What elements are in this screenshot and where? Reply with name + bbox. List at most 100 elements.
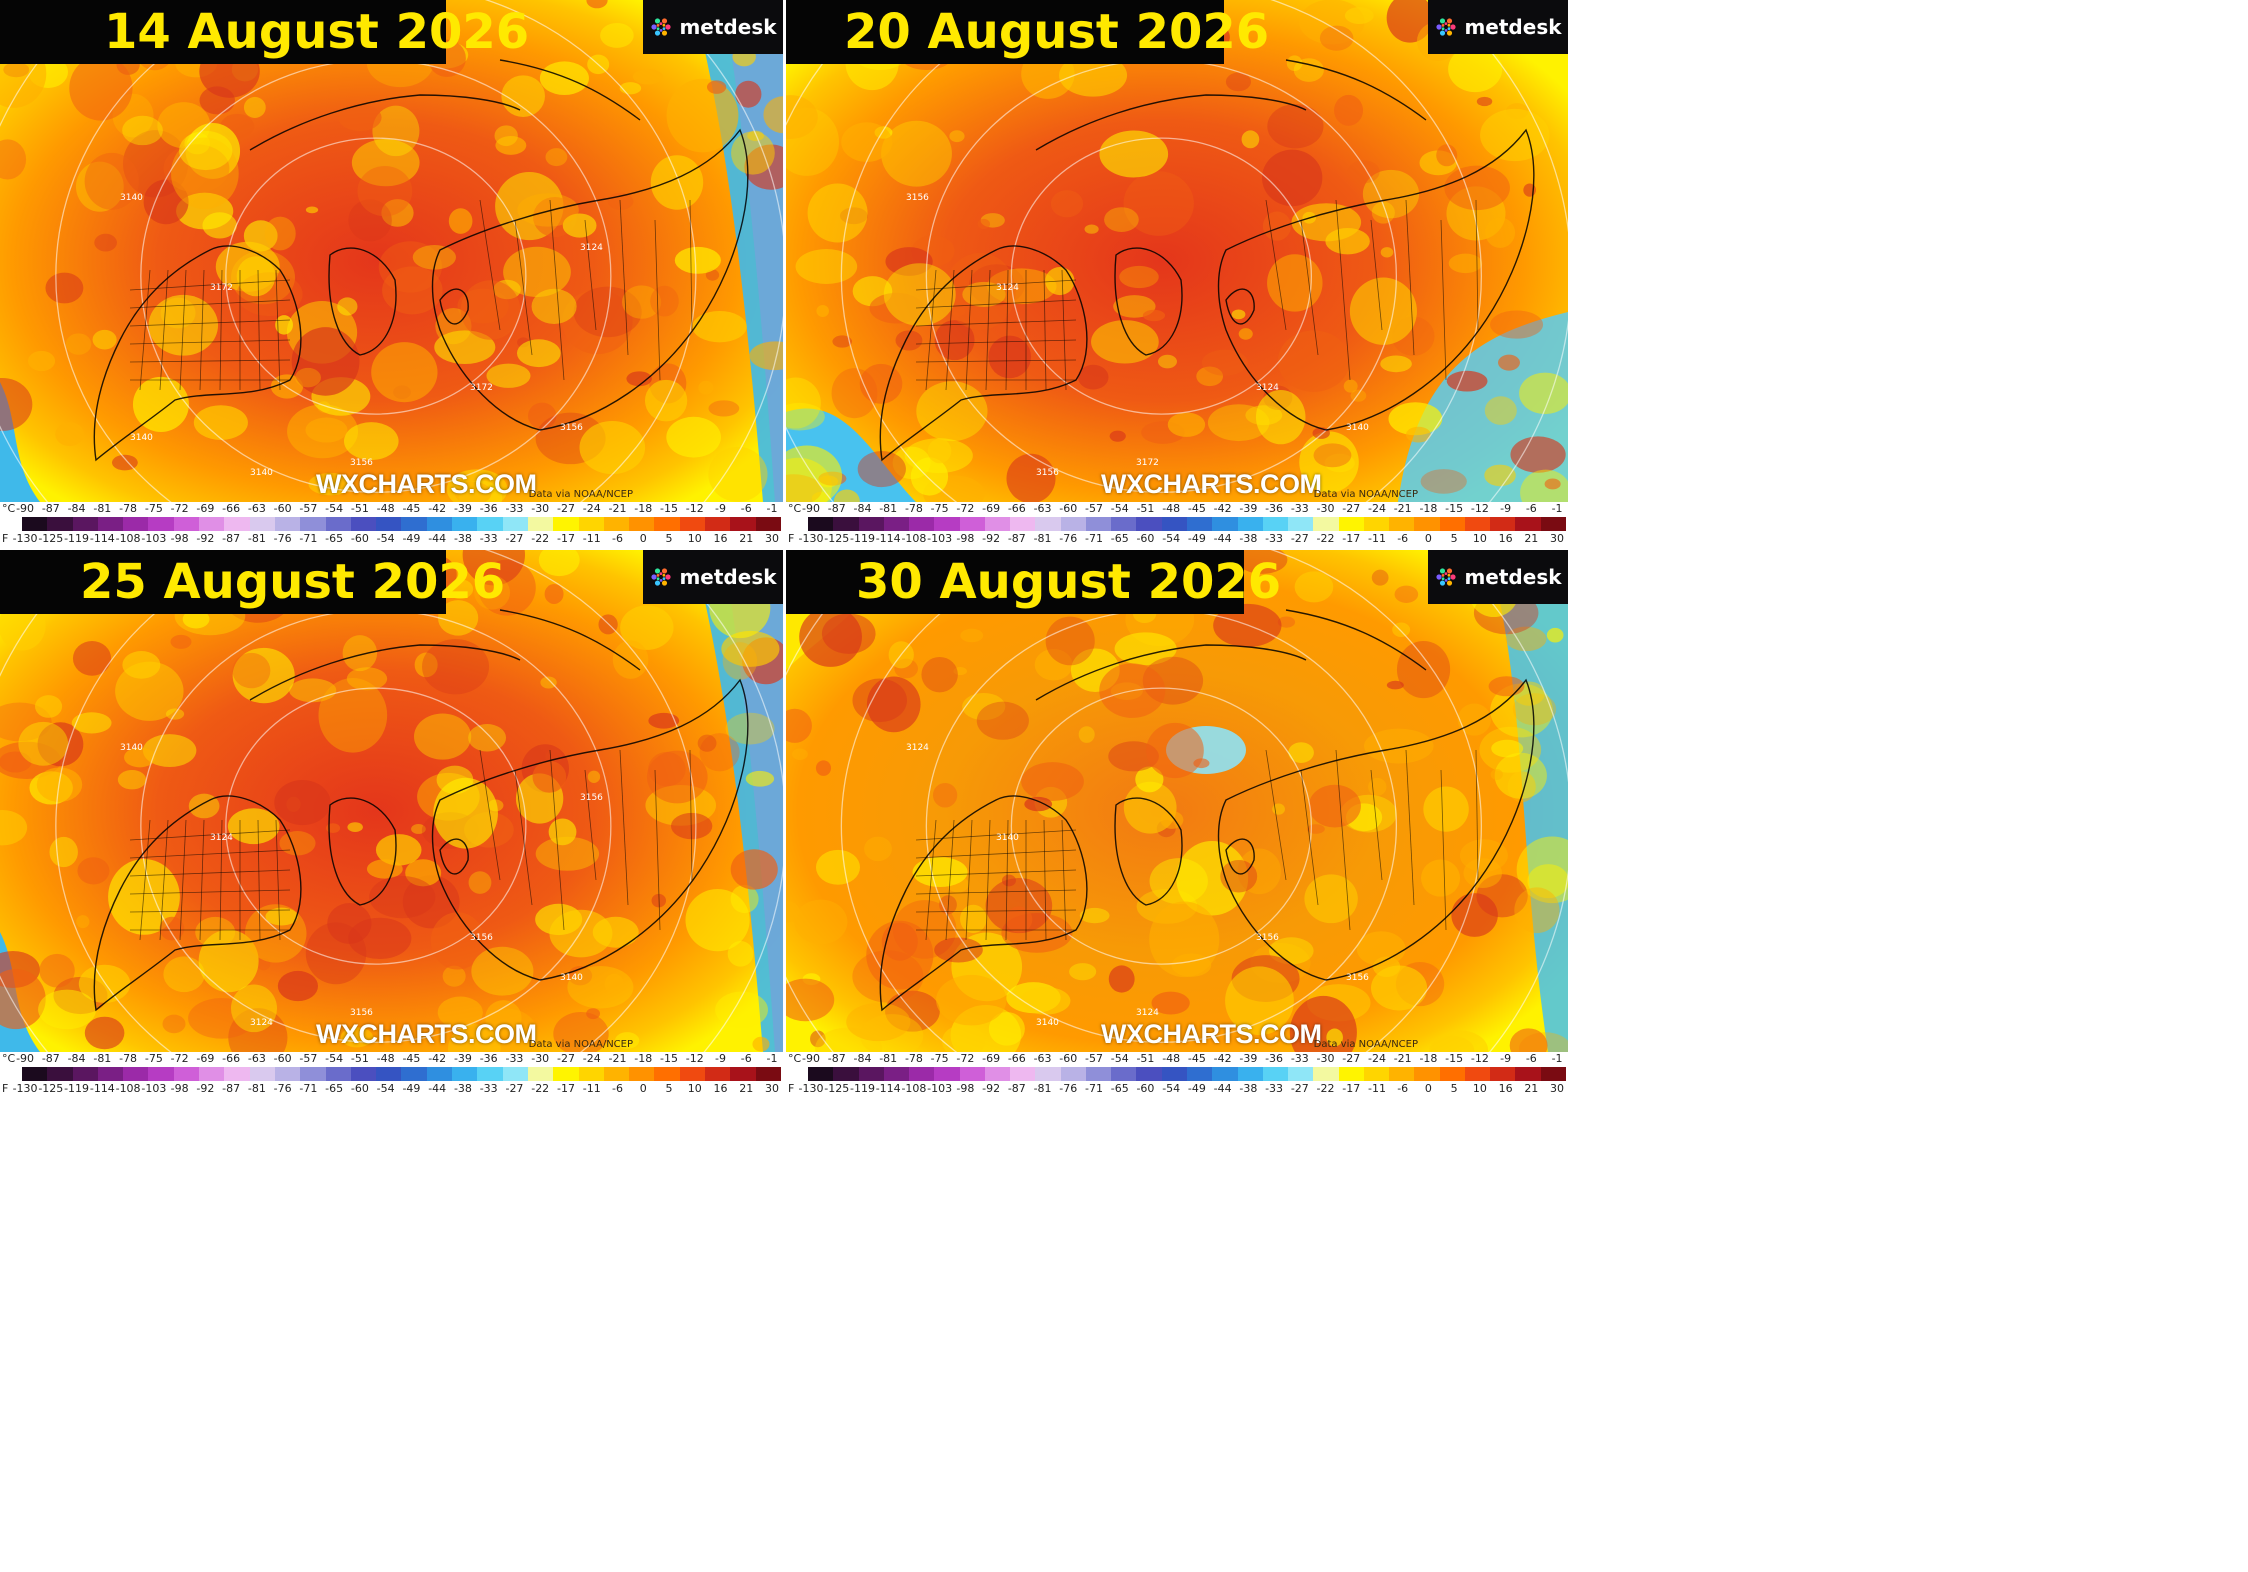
fahrenheit-tick: -17 (556, 532, 575, 545)
fahrenheit-tick: -125 (38, 1082, 64, 1095)
fahrenheit-tick: -92 (196, 1082, 215, 1095)
celsius-tick: -54 (325, 1052, 344, 1065)
celsius-unit: °C (2, 1052, 16, 1065)
color-swatch (1313, 1067, 1339, 1081)
fahrenheit-tick: -27 (1290, 532, 1309, 545)
color-swatch (1060, 517, 1086, 531)
contour-label: 3156 (350, 1008, 373, 1018)
celsius-tick: -45 (402, 1052, 421, 1065)
color-swatch (300, 517, 326, 531)
celsius-tick: -69 (196, 1052, 215, 1065)
metdesk-logo-icon (1436, 568, 1457, 586)
color-swatch (1414, 1067, 1440, 1081)
color-swatch (959, 1067, 985, 1081)
fahrenheit-tick: -76 (1059, 532, 1078, 545)
fahrenheit-tick: -6 (1397, 1082, 1409, 1095)
fahrenheit-tick: -125 (38, 532, 64, 545)
color-swatch (1136, 1067, 1162, 1081)
celsius-tick: -45 (1187, 502, 1206, 515)
celsius-tick: -45 (1187, 1052, 1206, 1065)
fahrenheit-tick: -71 (299, 1082, 318, 1095)
color-swatch (502, 1067, 528, 1081)
celsius-tick: -87 (41, 1052, 60, 1065)
color-swatch (1136, 517, 1162, 531)
fahrenheit-tick: 21 (739, 532, 754, 545)
celsius-tick: -90 (16, 502, 35, 515)
celsius-tick: -69 (196, 502, 215, 515)
color-swatch (249, 1067, 275, 1081)
contour-label: 3172 (1136, 458, 1159, 468)
wxcharts-watermark: WXCHARTS.COM (316, 1019, 537, 1049)
color-swatch (47, 517, 73, 531)
fahrenheit-tick: 10 (687, 532, 702, 545)
color-swatch (426, 517, 453, 531)
temperature-map-3: 3140 3156 3124 3156 3124 3140 3156 (0, 550, 783, 1052)
fahrenheit-tick: -130 (798, 532, 824, 545)
celsius-tick: -6 (740, 1052, 752, 1065)
fahrenheit-tick: -103 (141, 1082, 167, 1095)
contour-label: 3156 (906, 193, 929, 203)
celsius-tick: -54 (325, 502, 344, 515)
fahrenheit-tick: -44 (1213, 1082, 1232, 1095)
metdesk-logo: metdesk (643, 550, 783, 604)
color-swatch (527, 1067, 554, 1081)
fahrenheit-tick: 5 (1450, 1082, 1458, 1095)
celsius-tick: -63 (247, 502, 266, 515)
color-swatch (755, 1067, 781, 1081)
celsius-tick: -51 (1136, 1052, 1155, 1065)
temperature-map-1: 3140 3156 3172 3172 3140 3156 3124 3140 (0, 0, 783, 502)
celsius-unit: °C (788, 1052, 802, 1065)
logo-text: metdesk (1464, 565, 1562, 589)
celsius-tick: -57 (1085, 1052, 1103, 1065)
fahrenheit-tick: -76 (1059, 1082, 1078, 1095)
contour-label: 3124 (580, 243, 603, 253)
celsius-tick: -9 (1500, 502, 1512, 515)
celsius-unit: °C (788, 502, 802, 515)
fahrenheit-tick: -6 (1397, 532, 1409, 545)
logo-text: metdesk (679, 565, 777, 589)
temperature-legend: °C -90 -87 -84 -81 -78 -75 -72 -69 -66 -63 -60 -57 -5… (0, 502, 783, 546)
celsius-tick: -30 (1316, 1052, 1335, 1065)
color-swatch (1288, 1067, 1314, 1081)
fahrenheit-tick: -60 (350, 532, 369, 545)
metdesk-logo: metdesk (1428, 0, 1568, 54)
fahrenheit-tick: -54 (376, 532, 395, 545)
color-swatch (1161, 1067, 1187, 1081)
celsius-tick: -72 (170, 502, 189, 515)
metdesk-logo: metdesk (643, 0, 783, 54)
fahrenheit-tick: -71 (1085, 532, 1103, 545)
celsius-tick: -66 (222, 1052, 241, 1065)
celsius-tick: -39 (453, 502, 472, 515)
celsius-tick: -9 (1500, 1052, 1512, 1065)
fahrenheit-tick: -11 (582, 1082, 601, 1095)
fahrenheit-tick: 30 (1550, 1082, 1565, 1095)
color-swatch (679, 517, 706, 531)
celsius-tick: -27 (1342, 1052, 1361, 1065)
color-swatch (1490, 517, 1516, 531)
fahrenheit-tick: -81 (247, 1082, 266, 1095)
fahrenheit-tick: -76 (273, 1082, 292, 1095)
fahrenheit-tick: -6 (612, 1082, 623, 1095)
celsius-tick: -57 (299, 1052, 318, 1065)
celsius-tick: -51 (1136, 502, 1155, 515)
contour-label: 3156 (580, 793, 603, 803)
fahrenheit-tick: -54 (1162, 1082, 1181, 1095)
celsius-tick: -36 (479, 1052, 498, 1065)
fahrenheit-tick: -11 (1367, 532, 1386, 545)
fahrenheit-tick: -108 (115, 532, 141, 545)
fahrenheit-tick: -44 (428, 1082, 447, 1095)
celsius-tick: -33 (505, 502, 524, 515)
fahrenheit-tick: -98 (956, 532, 975, 545)
color-swatch (984, 1067, 1011, 1081)
celsius-tick: -33 (1290, 1052, 1309, 1065)
celsius-tick: -81 (93, 502, 112, 515)
fahrenheit-tick: -108 (115, 1082, 141, 1095)
color-swatch (603, 1067, 630, 1081)
color-swatch (654, 1067, 680, 1081)
contour-label: 3140 (1036, 1018, 1059, 1028)
color-swatch (959, 517, 985, 531)
color-swatch (1414, 517, 1440, 531)
celsius-tick: -87 (827, 1052, 846, 1065)
color-swatch (833, 1067, 859, 1081)
celsius-tick: -30 (1316, 502, 1335, 515)
